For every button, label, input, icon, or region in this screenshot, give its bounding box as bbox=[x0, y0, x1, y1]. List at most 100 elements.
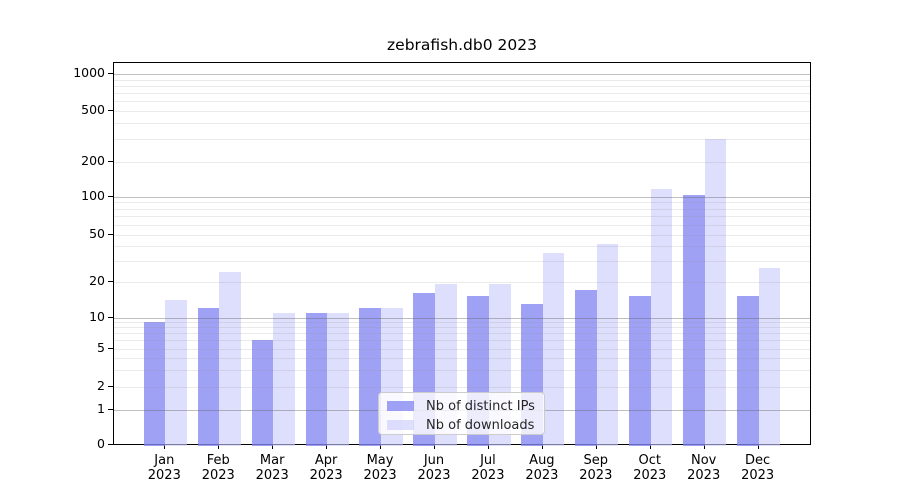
gridline-3 bbox=[114, 369, 810, 371]
legend-item-nb-of-downloads: Nb of downloads bbox=[387, 417, 544, 433]
gridline-40 bbox=[114, 246, 810, 248]
y-tick-label-5: 5 bbox=[97, 339, 105, 355]
x-tick-label-jul: Jul 2023 bbox=[471, 453, 505, 483]
x-tick-sep bbox=[595, 444, 597, 449]
gridline-80 bbox=[114, 208, 810, 210]
gridline-600 bbox=[114, 101, 810, 103]
x-tick-label-mar: Mar 2023 bbox=[255, 453, 289, 483]
bar-nb-of-downloads-oct bbox=[650, 189, 673, 446]
gridline-1000 bbox=[114, 74, 810, 75]
legend-swatch-icon bbox=[387, 401, 414, 411]
y-tick-label-100: 100 bbox=[81, 187, 105, 203]
bar-nb-of-distinct-ips-may bbox=[359, 308, 382, 446]
gridline-400 bbox=[114, 123, 810, 125]
y-tick-label-200: 200 bbox=[81, 152, 105, 168]
x-tick-feb bbox=[218, 444, 220, 449]
gridline-60 bbox=[114, 224, 810, 226]
gridline-30 bbox=[114, 260, 810, 262]
x-tick-nov bbox=[703, 444, 705, 449]
x-tick-label-jun: Jun 2023 bbox=[417, 453, 451, 483]
bar-nb-of-downloads-jan bbox=[165, 300, 187, 446]
y-tick-label-500: 500 bbox=[81, 102, 105, 117]
legend-item-label: Nb of downloads bbox=[426, 417, 535, 433]
y-tick-2 bbox=[108, 386, 113, 387]
x-tick-label-dec: Dec 2023 bbox=[741, 453, 775, 483]
y-tick-label-2: 2 bbox=[97, 378, 105, 393]
y-tick-20 bbox=[108, 280, 113, 282]
x-tick-jul bbox=[487, 444, 489, 449]
gridline-500 bbox=[114, 111, 810, 112]
gridline-800 bbox=[114, 85, 810, 87]
gridline-6 bbox=[114, 340, 810, 342]
gridline-900 bbox=[114, 79, 810, 81]
y-tick-100 bbox=[108, 195, 113, 197]
bar-nb-of-downloads-nov bbox=[704, 139, 727, 446]
bar-nb-of-distinct-ips-feb bbox=[197, 308, 220, 446]
bar-nb-of-distinct-ips-sep bbox=[575, 289, 597, 446]
gridline-10 bbox=[114, 317, 810, 319]
x-tick-label-sep: Sep 2023 bbox=[579, 453, 613, 483]
x-tick-label-nov: Nov 2023 bbox=[687, 453, 721, 483]
gridline-8 bbox=[114, 327, 810, 329]
bar-nb-of-downloads-feb bbox=[219, 272, 241, 446]
y-tick-200 bbox=[108, 160, 113, 162]
x-tick-dec bbox=[757, 444, 759, 449]
y-tick-label-50: 50 bbox=[89, 226, 105, 241]
x-tick-mar bbox=[272, 444, 274, 449]
bar-nb-of-distinct-ips-apr bbox=[305, 312, 328, 446]
bar-nb-of-downloads-apr bbox=[327, 312, 349, 446]
gridline-700 bbox=[114, 93, 810, 95]
y-tick-label-1: 1 bbox=[97, 400, 105, 416]
bar-nb-of-distinct-ips-nov bbox=[683, 195, 705, 446]
bar-nb-of-distinct-ips-mar bbox=[251, 340, 274, 446]
plot-area bbox=[113, 62, 811, 446]
bar-nb-of-distinct-ips-oct bbox=[629, 296, 651, 446]
x-tick-jun bbox=[434, 444, 435, 449]
legend: Nb of distinct IPs Nb of downloads bbox=[378, 392, 545, 435]
bar-nb-of-downloads-sep bbox=[596, 243, 619, 446]
gridline-9 bbox=[114, 322, 810, 324]
y-tick-5 bbox=[108, 347, 113, 349]
legend-item-label: Nb of distinct IPs bbox=[426, 398, 535, 414]
x-tick-jan bbox=[164, 444, 166, 449]
bar-nb-of-downloads-dec bbox=[758, 268, 781, 446]
y-tick-0 bbox=[108, 444, 113, 445]
bar-nb-of-downloads-mar bbox=[273, 312, 295, 446]
gridline-2 bbox=[114, 387, 810, 388]
x-tick-label-oct: Oct 2023 bbox=[633, 453, 667, 483]
gridline-300 bbox=[114, 139, 810, 141]
gridline-200 bbox=[114, 161, 810, 163]
gridline-5 bbox=[114, 348, 810, 350]
x-tick-label-feb: Feb 2023 bbox=[201, 453, 235, 483]
bar-nb-of-distinct-ips-dec bbox=[737, 296, 759, 446]
legend-swatch-icon bbox=[387, 420, 414, 430]
gridline-50 bbox=[114, 235, 810, 236]
gridline-100 bbox=[114, 196, 810, 198]
gridline-20 bbox=[114, 281, 810, 283]
y-tick-label-0: 0 bbox=[97, 436, 105, 451]
y-tick-50 bbox=[108, 234, 113, 235]
x-tick-label-apr: Apr 2023 bbox=[309, 453, 343, 483]
y-tick-label-20: 20 bbox=[89, 272, 105, 288]
y-tick-label-10: 10 bbox=[89, 308, 105, 324]
bar-nb-of-downloads-aug bbox=[542, 253, 565, 446]
gridline-7 bbox=[114, 333, 810, 335]
y-tick-1000 bbox=[108, 73, 113, 74]
y-tick-1 bbox=[108, 408, 113, 410]
gridline-90 bbox=[114, 202, 810, 204]
gridline-4 bbox=[114, 357, 810, 359]
y-tick-10 bbox=[108, 316, 113, 318]
x-tick-oct bbox=[649, 444, 651, 449]
chart-title: zebrafish.db0 2023 bbox=[387, 36, 537, 54]
bar-nb-of-distinct-ips-jan bbox=[143, 322, 166, 446]
x-tick-may bbox=[380, 444, 382, 449]
gridline-70 bbox=[114, 216, 810, 218]
y-tick-500 bbox=[108, 110, 113, 111]
y-tick-label-1000: 1000 bbox=[73, 65, 105, 80]
x-tick-apr bbox=[326, 444, 328, 449]
x-tick-aug bbox=[541, 444, 543, 449]
x-tick-label-aug: Aug 2023 bbox=[525, 453, 559, 483]
x-tick-label-may: May 2023 bbox=[363, 453, 397, 483]
legend-item-nb-of-distinct-ips: Nb of distinct IPs bbox=[387, 398, 544, 414]
